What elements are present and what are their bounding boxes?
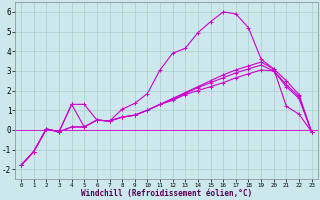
X-axis label: Windchill (Refroidissement éolien,°C): Windchill (Refroidissement éolien,°C) [81,189,252,198]
